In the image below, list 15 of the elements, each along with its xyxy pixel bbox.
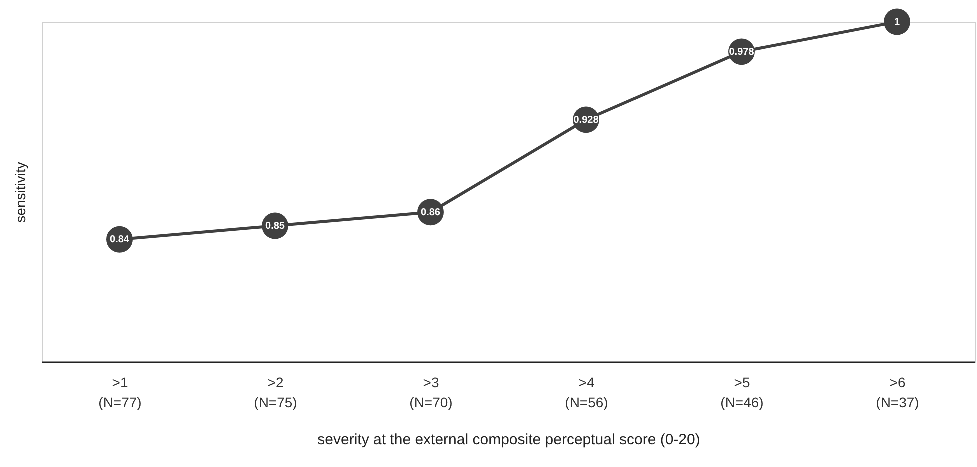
data-label: 0.84 [110, 234, 130, 246]
point [884, 8, 910, 36]
x-tick-label: >1 (N=77) [98, 374, 142, 410]
data-label: 0.86 [421, 207, 441, 218]
x-tick-label: >4 (N=56) [565, 374, 608, 410]
x-tick-label: >3 (N=70) [410, 374, 453, 410]
x-axis-title: severity at the external composite perceptual score (0-20) [318, 432, 700, 448]
data-label: 0.928 [574, 114, 600, 126]
data-label: 1 [894, 17, 900, 28]
data-label: 0.978 [729, 46, 755, 58]
x-tick-label: >6 (N=37) [876, 374, 920, 410]
x-tick-label: >2 (N=75) [254, 374, 298, 410]
data-label: 0.85 [266, 221, 286, 232]
y-axis-title: sensitivity [12, 162, 28, 223]
x-tick-label: >5 (N=46) [720, 374, 764, 410]
